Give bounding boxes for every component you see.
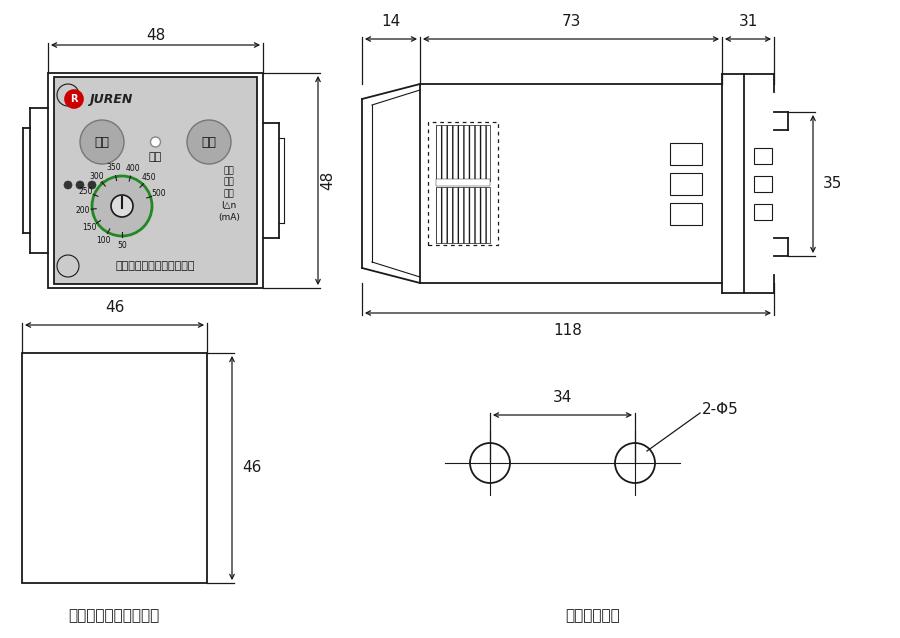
Text: 46: 46	[242, 461, 261, 475]
Text: 34: 34	[553, 390, 572, 405]
Text: 试验: 试验	[202, 135, 217, 149]
Circle shape	[65, 90, 83, 108]
Circle shape	[187, 120, 231, 164]
Text: 73: 73	[562, 14, 580, 29]
Text: 上海聚仁电力科技有限公司: 上海聚仁电力科技有限公司	[115, 261, 194, 271]
Bar	[754, 148, 772, 164]
Bar	[754, 176, 772, 192]
Text: 150: 150	[83, 223, 97, 232]
Text: 100: 100	[96, 236, 111, 245]
Text: 嵌入式面板开孔尺寸图: 嵌入式面板开孔尺寸图	[68, 609, 159, 623]
Circle shape	[80, 120, 124, 164]
Text: 450: 450	[142, 174, 157, 182]
Text: 48: 48	[146, 27, 165, 43]
Circle shape	[100, 181, 108, 189]
Bar	[48, 73, 263, 288]
Text: 500: 500	[152, 189, 166, 198]
Text: 250: 250	[78, 187, 93, 196]
Bar	[420, 84, 722, 283]
Bar	[428, 122, 498, 245]
Text: 50: 50	[117, 241, 127, 249]
Text: 48: 48	[320, 171, 336, 190]
Text: R: R	[70, 94, 77, 104]
Text: 200: 200	[76, 205, 91, 214]
Bar	[670, 203, 702, 225]
Text: 31: 31	[738, 14, 758, 29]
Text: 2-Φ5: 2-Φ5	[702, 403, 739, 417]
Bar	[54, 77, 257, 284]
Circle shape	[150, 137, 160, 147]
Text: 复位: 复位	[94, 135, 110, 149]
Circle shape	[88, 181, 96, 189]
Text: 46: 46	[104, 300, 124, 315]
Bar	[670, 173, 702, 195]
Bar	[436, 125, 490, 181]
Circle shape	[76, 181, 84, 189]
Bar	[754, 204, 772, 220]
Text: 118: 118	[554, 323, 582, 338]
Bar	[436, 187, 490, 243]
Bar	[436, 179, 490, 186]
Circle shape	[111, 195, 133, 217]
Text: 14: 14	[382, 14, 400, 29]
Text: 动作: 动作	[148, 152, 162, 162]
Bar	[670, 143, 702, 165]
Text: 350: 350	[106, 163, 122, 172]
Circle shape	[92, 176, 152, 236]
Text: 35: 35	[823, 177, 842, 191]
Text: 固定式尺寸图: 固定式尺寸图	[565, 609, 620, 623]
Bar	[22, 353, 207, 583]
Text: 漏电
动作
电流
I△n
(mA): 漏电 动作 电流 I△n (mA)	[218, 166, 240, 222]
Text: 400: 400	[125, 164, 140, 173]
Text: 300: 300	[90, 172, 104, 181]
Circle shape	[64, 181, 72, 189]
Text: JUREN: JUREN	[89, 93, 132, 105]
